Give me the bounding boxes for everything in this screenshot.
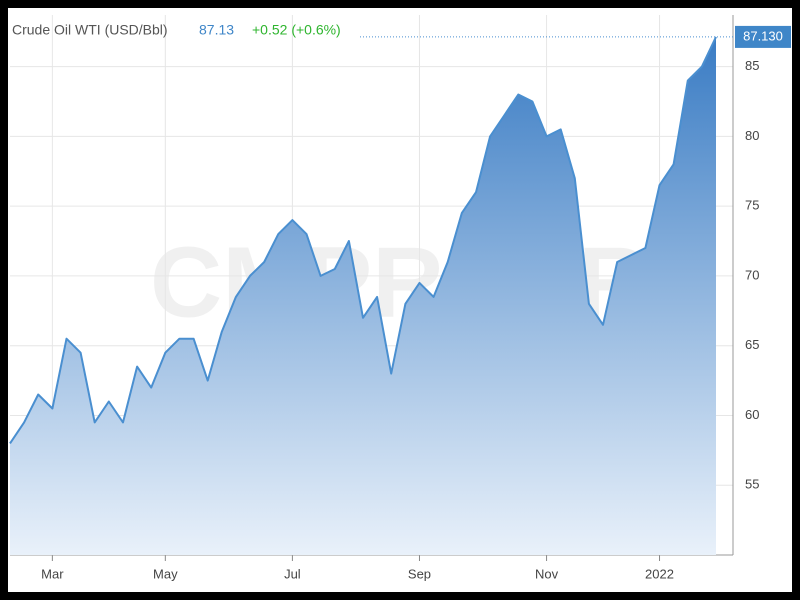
x-tick-label: Sep — [408, 566, 431, 581]
price-badge — [735, 25, 791, 48]
x-tick-label: May — [153, 566, 178, 581]
y-tick-label: 70 — [745, 267, 759, 282]
price-change: +0.52 (+0.6%) — [252, 22, 341, 38]
area — [10, 36, 716, 555]
y-tick-label: 60 — [745, 407, 759, 422]
last-price: 87.13 — [199, 22, 234, 38]
y-tick-label: 80 — [745, 128, 759, 143]
line — [9, 36, 717, 444]
y-tick-label: 55 — [745, 477, 759, 492]
x-tick-label: Jul — [284, 566, 301, 581]
chart-title: Crude Oil WTI (USD/Bbl) — [12, 22, 168, 38]
y-tick-label: 65 — [745, 337, 759, 352]
y-tick-label: 75 — [745, 198, 759, 213]
x-tick-label: Nov — [535, 566, 559, 581]
x-tick-label: Mar — [41, 566, 64, 581]
y-tick-label: 85 — [745, 58, 759, 73]
price-badge-label: 87.130 — [743, 28, 783, 43]
x-tick-label: 2022 — [645, 566, 674, 581]
plot: 55 60 65 70 75 80 85 Mar May Jul Sep Nov 2022 87.130 — [9, 15, 791, 581]
